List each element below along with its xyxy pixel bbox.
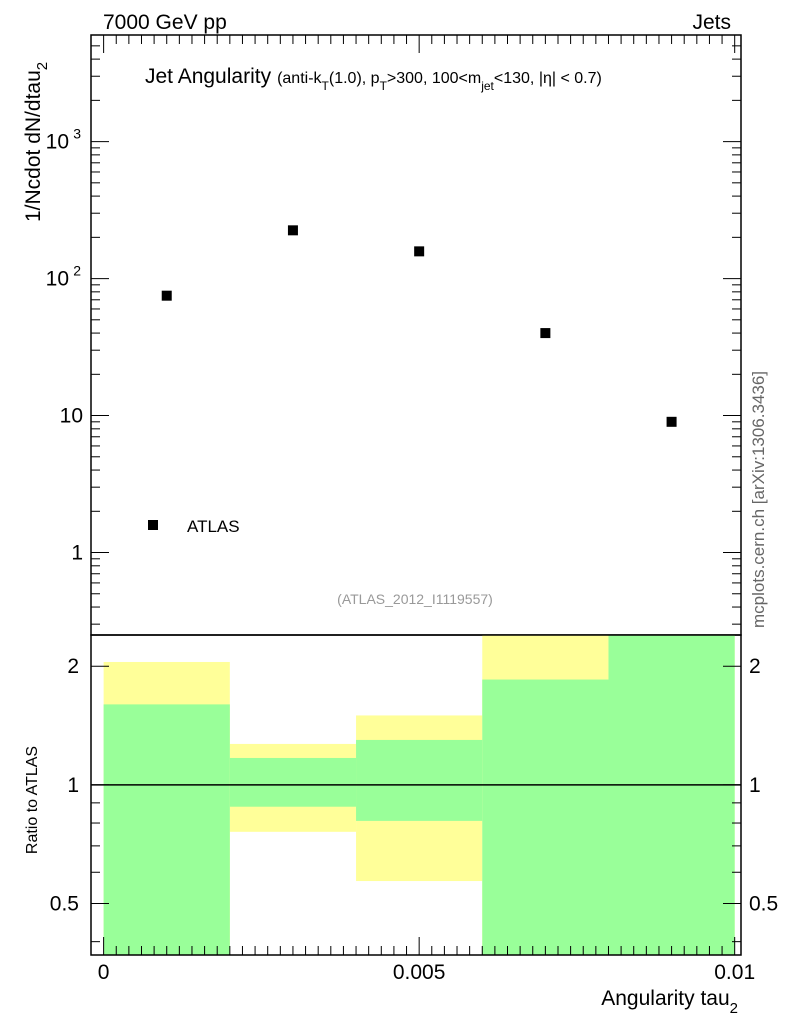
main-y-tick-label: 10 xyxy=(46,131,69,154)
green-band-bin xyxy=(229,757,357,807)
chart-title-detail-1: (anti-k xyxy=(277,70,322,87)
chart-title-detail-3: >300, 100<m xyxy=(387,70,481,87)
ratio-tick-labels: 0.5 0.5 1 1 2 2 0 0.005 0.01 xyxy=(50,655,778,984)
green-band-bin xyxy=(103,704,230,955)
ratio-axis-ticks xyxy=(91,665,741,955)
ratio-y-tick-label-right: 0.5 xyxy=(749,892,778,915)
chart-title-main: Jet Angularity xyxy=(145,65,272,88)
chart-title-detail-4: <130, |η| < 0.7) xyxy=(494,70,602,87)
ratio-y-tick-label-right: 1 xyxy=(749,774,761,797)
header-left-label: 7000 GeV pp xyxy=(103,11,227,34)
chart-title-detail-2: (1.0), p xyxy=(329,70,380,87)
x-axis-label: Angularity tau2 xyxy=(601,987,738,1017)
main-y-tick-label: 1 xyxy=(71,542,83,565)
ratio-y-tick-label-left: 1 xyxy=(67,774,79,797)
legend-marker-atlas xyxy=(148,520,158,530)
main-y-tick-exponent: 2 xyxy=(73,263,81,279)
data-point-atlas xyxy=(414,246,425,257)
ratio-panel: 0.5 0.5 1 1 2 2 0 0.005 0.01 Ratio to ATLAS Angu… xyxy=(24,634,778,1017)
main-axis-ticks xyxy=(91,34,741,625)
chart-title-sub-1: T xyxy=(322,79,330,93)
ratio-y-axis-label: Ratio to ATLAS xyxy=(24,746,41,854)
header-right-label: Jets xyxy=(692,11,731,34)
main-y-axis-label-main: 1/Ncdot dN/dtau xyxy=(22,70,45,222)
x-tick-label: 0 xyxy=(98,961,110,984)
chart-title: Jet Angularity (anti-kT(1.0), pT>300, 100… xyxy=(145,65,602,93)
main-y-axis-label: 1/Ncdot dN/dtau2 xyxy=(22,62,51,222)
x-tick-label: 0.005 xyxy=(393,961,446,984)
x-axis-label-sub: 2 xyxy=(730,1000,738,1017)
legend-label-atlas: ATLAS xyxy=(187,517,240,536)
green-band-bin xyxy=(356,739,483,821)
ratio-y-tick-label-right: 2 xyxy=(749,655,761,678)
ratio-uncertainty-bands xyxy=(103,635,735,955)
ratio-y-tick-label-left: 2 xyxy=(67,655,79,678)
data-point-atlas xyxy=(540,328,551,339)
main-plot-frame xyxy=(90,34,742,636)
main-y-tick-label: 10 xyxy=(60,405,83,428)
x-tick-label: 0.01 xyxy=(714,961,755,984)
chart-title-sub-2: T xyxy=(380,79,388,93)
side-reference-label: mcplots.cern.ch [arXiv:1306.3436] xyxy=(749,371,768,628)
green-band-bin xyxy=(482,679,609,955)
atlas-data-points xyxy=(161,225,677,427)
data-point-atlas xyxy=(161,290,172,301)
x-axis-label-main: Angularity tau xyxy=(601,987,729,1010)
main-y-tick-label: 10 xyxy=(46,268,69,291)
ratio-y-tick-label-left: 0.5 xyxy=(50,892,79,915)
analysis-id-annotation: (ATLAS_2012_I1119557) xyxy=(337,591,493,607)
data-point-atlas xyxy=(666,416,677,427)
main-y-tick-exponent: 3 xyxy=(73,126,81,142)
chart-title-sub-3: jet xyxy=(480,79,494,93)
green-band-bin xyxy=(608,635,735,955)
data-point-atlas xyxy=(287,225,298,236)
main-y-axis-label-sub: 2 xyxy=(34,62,51,70)
ratio-plot-frame xyxy=(90,634,742,956)
